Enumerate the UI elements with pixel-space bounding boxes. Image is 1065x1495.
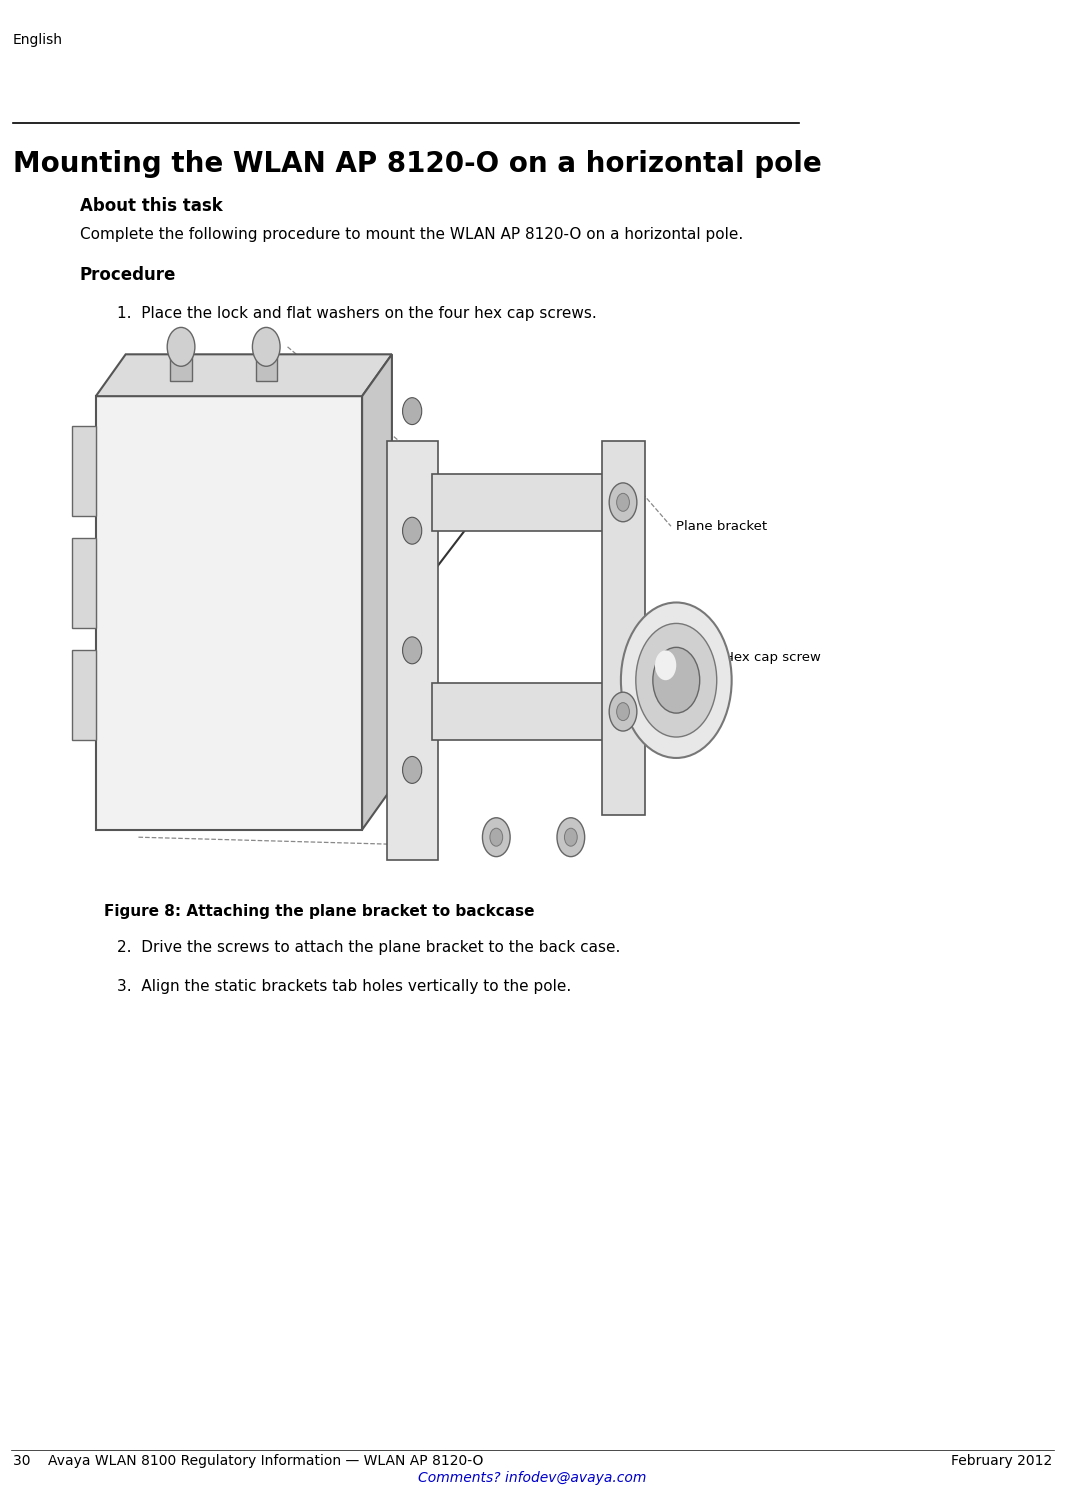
Bar [72, 426, 96, 516]
Bar [96, 396, 362, 830]
Circle shape [403, 637, 422, 664]
Polygon shape [96, 354, 392, 396]
Circle shape [621, 602, 732, 758]
Text: February 2012: February 2012 [951, 1455, 1052, 1468]
Circle shape [167, 327, 195, 366]
Text: Mounting the WLAN AP 8120-O on a horizontal pole: Mounting the WLAN AP 8120-O on a horizon… [13, 150, 821, 178]
Text: 2.  Drive the screws to attach the plane bracket to the back case.: 2. Drive the screws to attach the plane … [117, 940, 621, 955]
Circle shape [655, 650, 676, 680]
Circle shape [609, 483, 637, 522]
Text: 3.  Align the static brackets tab holes vertically to the pole.: 3. Align the static brackets tab holes v… [117, 979, 572, 994]
Text: English: English [13, 33, 63, 46]
Circle shape [617, 493, 629, 511]
Text: About this task: About this task [80, 197, 223, 215]
Circle shape [564, 828, 577, 846]
Circle shape [557, 818, 585, 857]
Circle shape [617, 703, 629, 721]
Bar [256, 348, 277, 381]
Circle shape [403, 398, 422, 425]
Bar [602, 441, 645, 815]
Circle shape [403, 517, 422, 544]
Circle shape [403, 756, 422, 783]
Circle shape [490, 828, 503, 846]
Text: Comments? infodev@avaya.com: Comments? infodev@avaya.com [419, 1471, 646, 1485]
Text: Plane bracket: Plane bracket [676, 520, 768, 532]
Text: 1.  Place the lock and flat washers on the four hex cap screws.: 1. Place the lock and flat washers on th… [117, 306, 596, 321]
Bar [432, 474, 640, 531]
Text: 30    Avaya WLAN 8100 Regulatory Information — WLAN AP 8120-O: 30 Avaya WLAN 8100 Regulatory Informatio… [13, 1455, 484, 1468]
Text: Figure 8: Attaching the plane bracket to backcase: Figure 8: Attaching the plane bracket to… [104, 904, 535, 919]
Circle shape [636, 623, 717, 737]
Bar [72, 538, 96, 628]
Text: Hex cap screw: Hex cap screw [724, 652, 821, 664]
Text: Complete the following procedure to mount the WLAN AP 8120-O on a horizontal pol: Complete the following procedure to moun… [80, 227, 743, 242]
Polygon shape [362, 354, 392, 830]
Circle shape [653, 647, 700, 713]
Bar [170, 348, 192, 381]
Bar [432, 683, 640, 740]
Circle shape [482, 818, 510, 857]
Bar [387, 441, 438, 860]
Bar [72, 650, 96, 740]
Circle shape [252, 327, 280, 366]
Circle shape [609, 692, 637, 731]
Text: Procedure: Procedure [80, 266, 176, 284]
